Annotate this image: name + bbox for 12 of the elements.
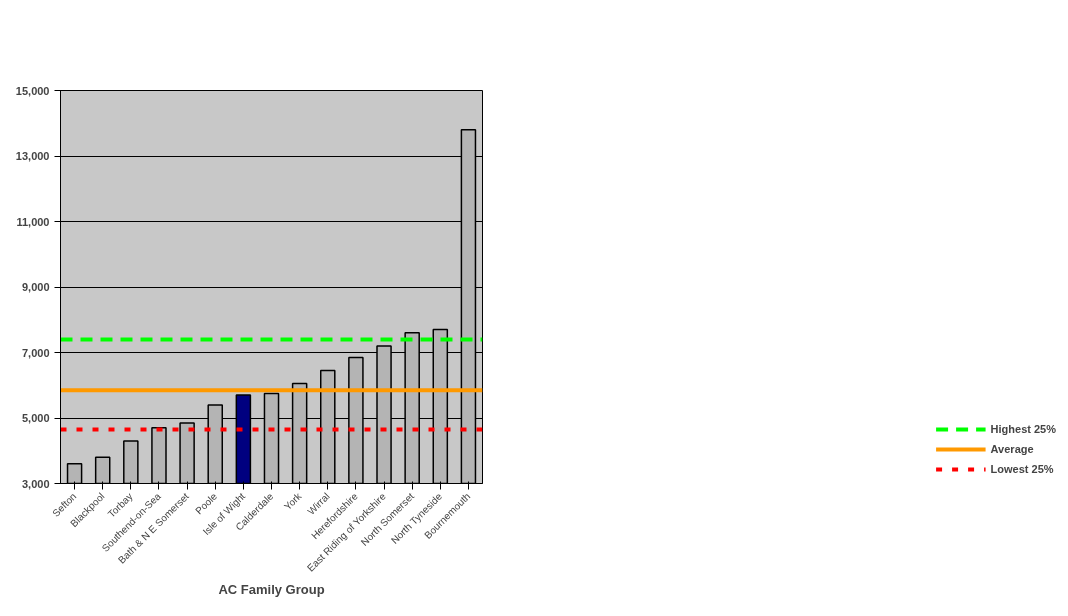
- legend-label: Lowest 25%: [990, 463, 1054, 475]
- legend-label: Highest 25%: [990, 423, 1056, 435]
- y-tick-label: 3,000: [21, 477, 50, 490]
- y-tick-label: 5,000: [21, 412, 50, 424]
- y-tick-label: 7,000: [21, 346, 50, 359]
- y-tick-label: 9,000: [21, 281, 50, 293]
- x-tick-label: York: [281, 489, 305, 513]
- legend-label: Average: [990, 443, 1034, 455]
- y-tick-label: 11,000: [16, 215, 50, 228]
- x-axis-title: AC Family Group: [218, 582, 325, 598]
- y-tick-label: 15,000: [15, 84, 50, 97]
- y-tick-label: 13,000: [15, 150, 50, 162]
